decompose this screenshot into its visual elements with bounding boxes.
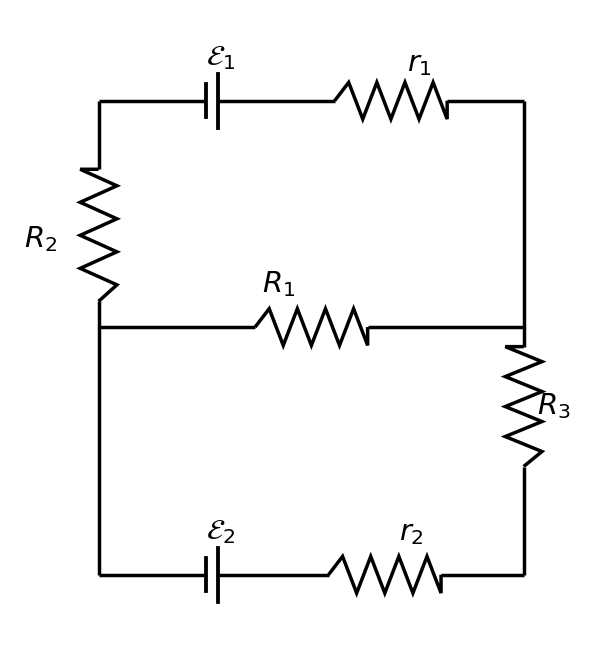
Text: $R_1$: $R_1$ <box>262 270 295 299</box>
Text: $\mathcal{E}_1$: $\mathcal{E}_1$ <box>206 44 235 72</box>
Text: $R_3$: $R_3$ <box>538 391 571 421</box>
Text: $\mathcal{E}_2$: $\mathcal{E}_2$ <box>206 518 235 546</box>
Text: $r_1$: $r_1$ <box>407 50 432 78</box>
Text: $R_2$: $R_2$ <box>24 225 57 255</box>
Text: $r_2$: $r_2$ <box>399 519 424 547</box>
